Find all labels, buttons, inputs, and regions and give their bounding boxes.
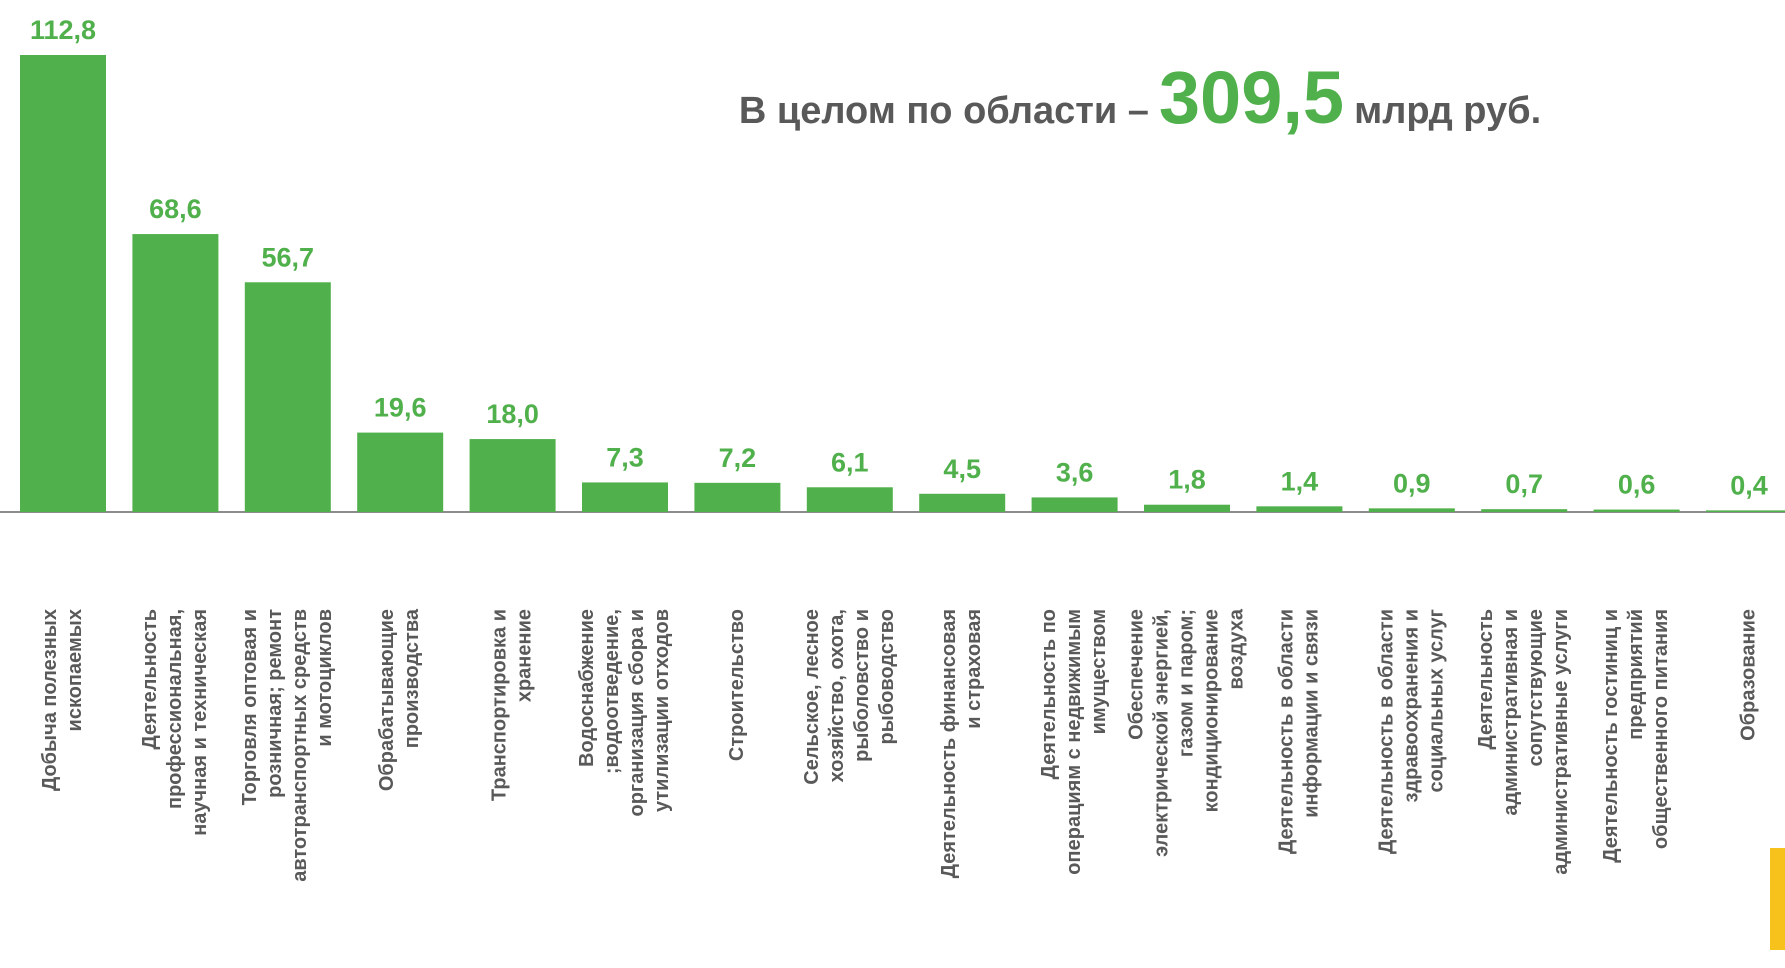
category-label: Водоснабжение ;водоотведение, организаци… <box>575 609 675 968</box>
value-label: 1,8 <box>1168 465 1206 495</box>
chart: 112,8 68,6 56,7 19,6 18,0 7,3 7,2 6,1 4,5 3,6 1,8 1… <box>0 0 1785 968</box>
category-label: Торговля оптовая и розничная; ремонт авт… <box>238 609 338 968</box>
category-label: Строительство <box>725 609 750 968</box>
bar <box>1256 506 1342 512</box>
category-label: Образование <box>1737 609 1762 968</box>
bar <box>1144 505 1230 512</box>
bar <box>1369 508 1455 512</box>
value-label: 6,1 <box>831 447 869 477</box>
headline-unit: млрд руб. <box>1354 90 1541 132</box>
value-label: 68,6 <box>149 194 202 224</box>
category-label: Деятельность гостиниц и предприятий обще… <box>1599 609 1674 968</box>
bar <box>919 494 1005 512</box>
bar <box>1032 497 1118 512</box>
category-label: Сельское, лесное хозяйство, охота, рыбол… <box>800 609 900 968</box>
category-label: Деятельность финансовая и страховая <box>937 609 987 968</box>
bar <box>245 282 331 512</box>
bar <box>1594 510 1680 512</box>
bar <box>357 433 443 512</box>
category-label: Деятельность профессиональная, научная и… <box>138 609 213 968</box>
category-label: Деятельность в области информации и связ… <box>1274 609 1324 968</box>
category-label: Деятельность в области здравоохранения и… <box>1374 609 1449 968</box>
value-label: 0,7 <box>1505 469 1543 499</box>
value-label: 0,9 <box>1393 468 1431 498</box>
bar <box>20 55 106 512</box>
value-label: 7,2 <box>719 443 757 473</box>
category-label: Деятельность административная и сопутств… <box>1474 609 1574 968</box>
value-label: 3,6 <box>1056 457 1094 487</box>
bar <box>1481 509 1567 512</box>
bar <box>582 482 668 512</box>
value-label: 1,4 <box>1281 466 1319 496</box>
headline-prefix: В целом по области – <box>739 90 1149 132</box>
category-label: Добыча полезных ископаемых <box>38 609 88 968</box>
decoration <box>1770 848 1785 950</box>
value-label: 18,0 <box>486 399 539 429</box>
value-label: 56,7 <box>262 242 315 272</box>
headline-value: 309,5 <box>1159 56 1344 139</box>
bar <box>1706 510 1785 512</box>
category-label: Деятельность по операциям с недвижимым и… <box>1037 609 1112 968</box>
bar <box>470 439 556 512</box>
value-label: 0,6 <box>1618 470 1656 500</box>
value-label: 112,8 <box>30 15 96 45</box>
bar <box>694 483 780 512</box>
category-label: Обрабатывающие производства <box>375 609 425 968</box>
category-label: Обеспечение электрической энергией, газо… <box>1125 609 1250 968</box>
value-label: 4,5 <box>943 454 981 484</box>
bar <box>807 487 893 512</box>
bar <box>132 234 218 512</box>
value-label: 0,4 <box>1730 470 1768 500</box>
category-label: Транспортировка и хранение <box>488 609 538 968</box>
value-label: 7,3 <box>606 442 644 472</box>
value-label: 19,6 <box>374 393 427 423</box>
